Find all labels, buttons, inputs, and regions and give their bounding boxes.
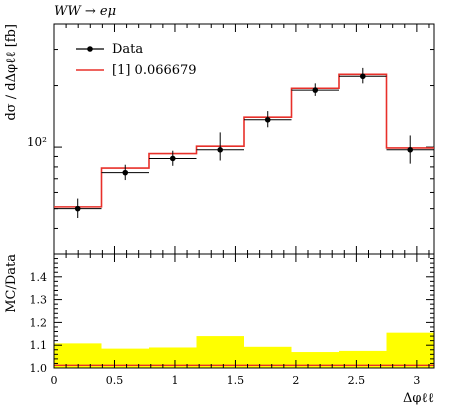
legend-data-marker <box>87 46 93 52</box>
legend-entry-mc: [1] 0.066679 <box>76 63 197 78</box>
x-tick-label: 0 <box>51 374 58 387</box>
x-tick-label: 3 <box>413 374 420 387</box>
ratio-panel: 1.0 1.1 1.2 1.3 1.4 0 0.5 1 1.5 2 2.5 3 MC/Data Δφ… <box>4 253 435 406</box>
ratio-frame <box>53 253 435 369</box>
ratio-band-bin <box>291 352 339 368</box>
data-point <box>74 205 81 212</box>
legend-label-mc: [1] 0.066679 <box>112 63 197 78</box>
x-axis-label: Δφℓℓ <box>403 391 434 406</box>
y-axis-label: dσ / dΔφℓℓ [fb] <box>4 24 19 121</box>
main-panel: dσ / dΔφℓℓ [fb] 10² Data [1] 0.066679 <box>4 23 435 255</box>
ratio-ticks <box>53 253 434 369</box>
ratio-y-tick-label: 1.3 <box>30 294 48 307</box>
x-tick-label: 1 <box>171 374 178 387</box>
ratio-y-tick-label: 1.2 <box>30 316 48 329</box>
main-series <box>54 67 434 218</box>
main-ticks <box>53 23 434 255</box>
data-point <box>217 146 223 153</box>
ratio-band-bin <box>386 332 434 368</box>
ratio-band-bin <box>54 343 102 368</box>
ratio-y-tick-label: 1.4 <box>30 271 48 284</box>
x-tick-label: 1.5 <box>227 374 245 387</box>
ratio-band-bin <box>101 348 149 368</box>
data-point <box>169 155 176 162</box>
ratio-band <box>54 332 434 368</box>
ratio-y-tick-label: 1.1 <box>30 339 48 352</box>
ratio-y-axis-label: MC/Data <box>4 254 19 313</box>
ratio-band-bin <box>149 347 197 368</box>
data-point <box>407 146 414 153</box>
data-point <box>264 116 271 123</box>
mc-histogram-line <box>54 73 434 208</box>
process-label: WW → eμ <box>54 4 116 19</box>
data-point <box>312 87 319 93</box>
x-tick-label: 0.5 <box>106 374 124 387</box>
ratio-y-tick-labels: 1.0 1.1 1.2 1.3 1.4 <box>30 271 48 375</box>
legend-label-data: Data <box>112 42 143 57</box>
ratio-y-tick-label: 1.0 <box>30 362 48 375</box>
ratio-band-bin <box>196 336 244 368</box>
x-tick-label: 2 <box>292 374 299 387</box>
ratio-band-bin <box>339 350 387 368</box>
x-tick-labels: 0 0.5 1 1.5 2 2.5 3 <box>51 374 421 387</box>
ratio-band-bin <box>244 346 292 368</box>
legend-entry-data: Data <box>76 42 143 57</box>
legend: Data [1] 0.066679 <box>76 42 197 78</box>
y-tick-label-100: 10² <box>27 135 47 149</box>
data-point <box>122 169 129 176</box>
x-tick-label: 2.5 <box>348 374 366 387</box>
data-point <box>360 73 366 80</box>
